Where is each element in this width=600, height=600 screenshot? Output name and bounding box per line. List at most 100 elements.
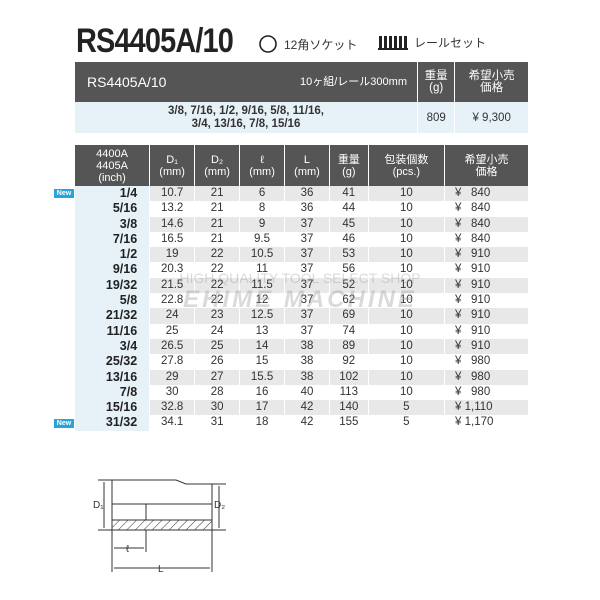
table-cell: 30 bbox=[195, 400, 240, 416]
rail-set-icon bbox=[378, 35, 408, 50]
table-cell: 62 bbox=[342, 294, 356, 307]
table-cell: 22 bbox=[195, 277, 240, 294]
table-cell: 22.8 bbox=[160, 294, 184, 307]
spec-header: D₁ (mm) bbox=[150, 145, 195, 186]
table-cell: 32.8 bbox=[150, 400, 195, 416]
table-cell: 10 bbox=[399, 202, 413, 215]
table-cell: 37 bbox=[285, 308, 329, 324]
table-cell: 44 bbox=[342, 202, 356, 215]
table-cell: 1/4 bbox=[75, 186, 150, 202]
table-cell: 69 bbox=[329, 308, 368, 324]
table-cell: 13 bbox=[255, 324, 269, 337]
table-cell: 14 bbox=[240, 338, 285, 355]
table-cell: 31/32 bbox=[75, 415, 150, 431]
table-cell: 10 bbox=[399, 263, 413, 276]
table-cell: 5 bbox=[368, 400, 445, 416]
table-cell: 11/16 bbox=[75, 323, 150, 339]
table-cell: 15 bbox=[255, 355, 269, 368]
table-cell: 21 bbox=[210, 202, 224, 215]
set-price: ¥ 9,300 bbox=[455, 102, 528, 133]
table-cell: 56 bbox=[342, 263, 356, 276]
table-cell: 10 bbox=[399, 355, 413, 368]
table-row: 3/8 14.6 21 9 37 45 10 ¥ 840 bbox=[75, 216, 528, 232]
table-cell: ¥ 910 bbox=[445, 308, 528, 324]
table-row: 1/4 10.7 21 6 36 41 10 ¥ 840 bbox=[75, 186, 528, 202]
table-cell: 89 bbox=[329, 338, 368, 355]
table-cell: 9/16 bbox=[75, 262, 150, 278]
table-row: 11/16 25 24 13 37 74 10 ¥ 910 bbox=[75, 323, 528, 339]
table-row: 5/16 13.2 21 8 36 44 10 ¥ 840 bbox=[75, 201, 528, 217]
table-cell: 5/8 bbox=[75, 293, 150, 309]
spec-table: 4400A 4405A (inch) D₁ (mm) D₂ (mm) ℓ (mm) L … bbox=[74, 145, 529, 431]
table-cell: 23 bbox=[195, 308, 240, 324]
12-point-socket-icon bbox=[259, 35, 277, 53]
spec-header: L (mm) bbox=[285, 145, 329, 186]
table-cell: 10.7 bbox=[150, 186, 195, 202]
table-cell: 26.5 bbox=[150, 338, 195, 355]
spec-header: 希望小売 価格 bbox=[445, 145, 528, 186]
table-cell: ¥ 980 bbox=[455, 385, 491, 398]
set-table: RS4405A/10 10ヶ組/レール300mm 重量 (g) 希望小売 価格 3… bbox=[74, 62, 529, 133]
table-cell: 18 bbox=[255, 416, 269, 429]
spec-header: 包装個数 (pcs.) bbox=[368, 145, 445, 186]
table-cell: 10 bbox=[399, 324, 413, 337]
table-cell: 27 bbox=[195, 369, 240, 385]
table-cell: 21 bbox=[195, 216, 240, 232]
d1-label: D₁ bbox=[93, 500, 104, 511]
table-cell: 25/32 bbox=[75, 354, 150, 370]
table-cell: 74 bbox=[342, 324, 356, 337]
set-header-price: 希望小売 価格 bbox=[455, 62, 528, 102]
table-cell: 102 bbox=[329, 369, 368, 385]
table-cell: ¥ 910 bbox=[445, 277, 528, 294]
table-cell: 19/32 bbox=[75, 277, 150, 294]
table-cell: 22 bbox=[210, 294, 224, 307]
table-cell: 31 bbox=[210, 416, 224, 429]
table-cell: 37 bbox=[285, 216, 329, 232]
table-cell: 10.5 bbox=[240, 247, 285, 263]
table-cell: 8 bbox=[258, 202, 266, 215]
table-cell: 42 bbox=[300, 416, 314, 429]
table-cell: 37 bbox=[300, 294, 314, 307]
table-cell: 25 bbox=[195, 338, 240, 355]
table-cell: 40 bbox=[300, 385, 314, 398]
table-cell: ¥ 840 bbox=[445, 216, 528, 232]
table-cell: 9.5 bbox=[254, 232, 271, 245]
table-cell: 24 bbox=[210, 324, 224, 337]
tag-rail-set: レールセット bbox=[378, 34, 486, 51]
table-cell: 13/16 bbox=[75, 369, 150, 385]
l-big-label: L bbox=[158, 564, 164, 575]
table-cell: 37 bbox=[300, 263, 314, 276]
table-cell: ¥ 980 bbox=[455, 355, 491, 368]
new-badge: New bbox=[54, 418, 74, 428]
table-cell: 37 bbox=[285, 277, 329, 294]
table-cell: 11 bbox=[256, 263, 269, 276]
table-cell: 24 bbox=[150, 308, 195, 324]
new-badge: New bbox=[54, 189, 74, 198]
table-cell: 21 bbox=[210, 232, 224, 245]
table-cell: 6 bbox=[240, 186, 285, 202]
table-cell: 155 bbox=[339, 416, 359, 429]
table-cell: 38 bbox=[285, 369, 329, 385]
table-row: 5/8 22.8 22 12 37 62 10 ¥ 910 bbox=[75, 293, 528, 309]
product-title: RS4405A/10 bbox=[76, 22, 234, 60]
spec-header: 重量 (g) bbox=[329, 145, 368, 186]
set-header-weight: 重量 (g) bbox=[418, 62, 455, 102]
table-row: 19/32 21.5 22 11.5 37 52 10 ¥ 910 bbox=[75, 277, 528, 294]
table-cell: 10 bbox=[368, 277, 445, 294]
table-cell: 38 bbox=[300, 355, 314, 368]
set-weight: 809 bbox=[418, 102, 455, 133]
table-cell: 25 bbox=[165, 324, 179, 337]
table-cell: 46 bbox=[342, 232, 356, 245]
table-cell: 30 bbox=[165, 385, 179, 398]
socket-dimension-diagram: D₁ D₂ ℓ L bbox=[93, 479, 226, 575]
table-cell: ¥ 840 bbox=[455, 202, 491, 215]
table-cell: ¥ 910 bbox=[445, 247, 528, 263]
table-cell: 16.5 bbox=[160, 232, 184, 245]
table-cell: 9 bbox=[240, 216, 285, 232]
table-cell: 27.8 bbox=[160, 355, 184, 368]
table-cell: 3/8 bbox=[75, 216, 150, 232]
table-cell: 38 bbox=[285, 338, 329, 355]
table-cell: 1/2 bbox=[75, 247, 150, 263]
table-cell: 10 bbox=[368, 308, 445, 324]
set-contents: 10ヶ組/レール300mm bbox=[300, 76, 407, 88]
